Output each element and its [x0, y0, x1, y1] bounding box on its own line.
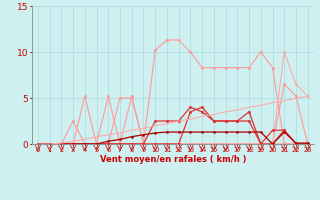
X-axis label: Vent moyen/en rafales ( km/h ): Vent moyen/en rafales ( km/h )	[100, 155, 246, 164]
